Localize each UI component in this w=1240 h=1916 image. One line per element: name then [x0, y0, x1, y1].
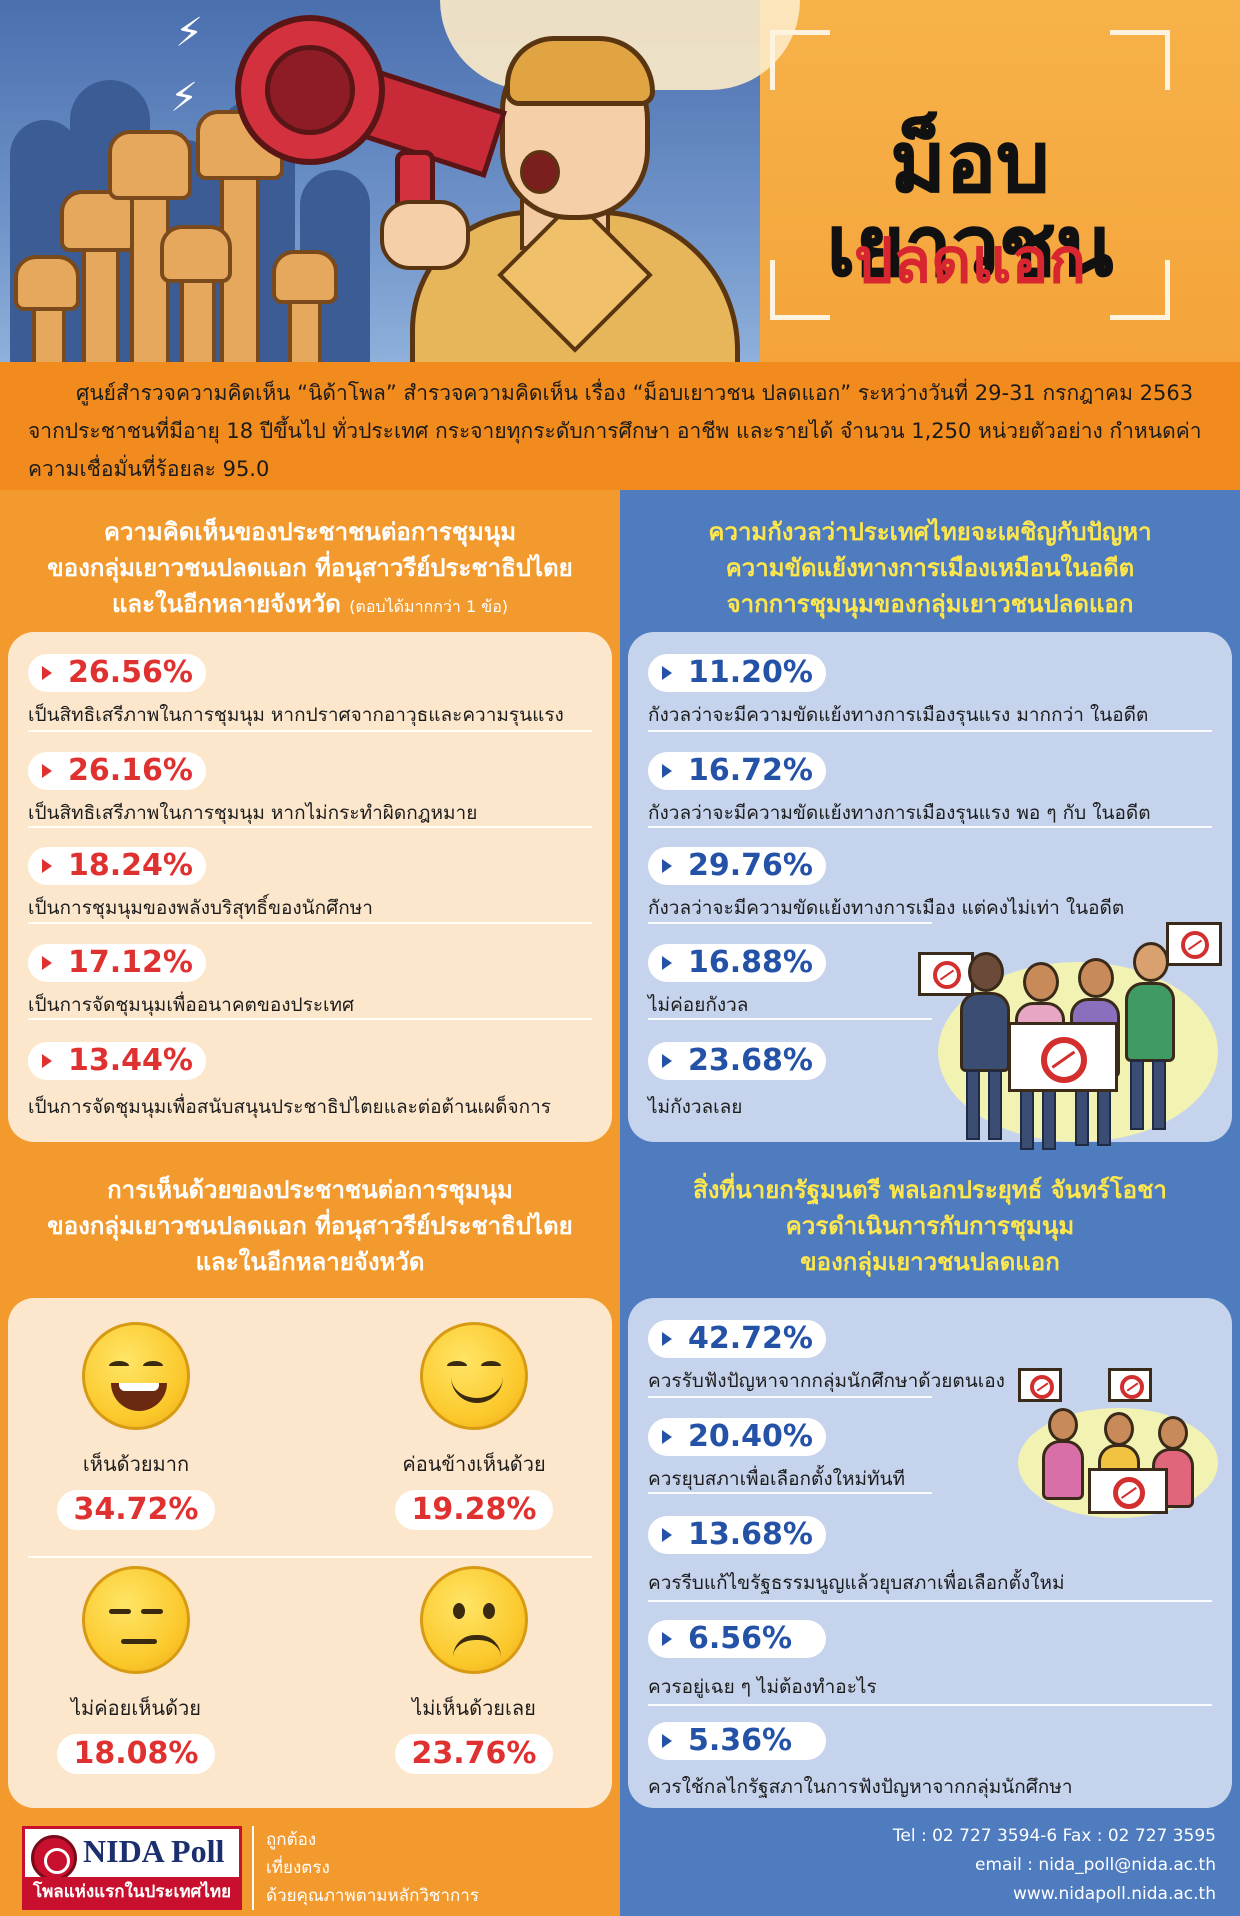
- percent-pill: 13.44%: [28, 1042, 206, 1080]
- percent-pill: 18.24%: [28, 847, 206, 885]
- no-symbol-icon: [1030, 1375, 1054, 1399]
- percent-pill: 26.16%: [28, 752, 206, 790]
- agreement-section-title: การเห็นด้วยของประชาชนต่อการชุมนุม ของกลุ…: [47, 1176, 573, 1276]
- percent-pill: 23.76%: [395, 1734, 553, 1774]
- triangle-bullet-icon: [662, 1632, 672, 1646]
- triangle-bullet-icon: [662, 1332, 672, 1346]
- divider: [28, 826, 592, 828]
- divider: [28, 1556, 592, 1558]
- triangle-bullet-icon: [662, 666, 672, 680]
- percent-pill: 16.88%: [648, 944, 826, 982]
- agreement-item: เห็นด้วยมาก 34.72%: [36, 1322, 236, 1530]
- divider: [648, 730, 1212, 732]
- no-symbol-icon: [1181, 931, 1209, 959]
- percent-pill: 13.68%: [648, 1516, 826, 1554]
- title-frame: ม็อบเยาวชน ปลดแอก: [770, 30, 1170, 320]
- sad-face-icon: [420, 1566, 528, 1674]
- protesters-illustration: [918, 922, 1228, 1150]
- triangle-bullet-icon: [42, 956, 52, 970]
- triangle-bullet-icon: [662, 1054, 672, 1068]
- phone-fax: Tel : 02 727 3594-6 Fax : 02 727 3595: [892, 1826, 1216, 1846]
- percent-pill: 29.76%: [648, 847, 826, 885]
- percent-pill: 23.68%: [648, 1042, 826, 1080]
- pm-panel: 42.72% ควรรับฟังปัญหาจากกลุ่มนักศึกษาด้ว…: [628, 1298, 1232, 1808]
- triangle-bullet-icon: [662, 859, 672, 873]
- divider: [28, 1018, 592, 1020]
- intro-paragraph: ศูนย์สำรวจความคิดเห็น “นิด้าโพล” สำรวจคว…: [0, 362, 1240, 490]
- divider: [28, 922, 592, 924]
- percent-pill: 18.08%: [57, 1734, 215, 1774]
- divider: [648, 1492, 932, 1494]
- website-link[interactable]: www.nidapoll.nida.ac.th: [1012, 1884, 1216, 1904]
- triangle-bullet-icon: [662, 1430, 672, 1444]
- percent-pill: 42.72%: [648, 1320, 826, 1358]
- divider: [648, 1600, 1212, 1602]
- divider: [648, 1018, 932, 1020]
- triangle-bullet-icon: [42, 1054, 52, 1068]
- percent-pill: 20.40%: [648, 1418, 826, 1456]
- percent-pill: 6.56%: [648, 1620, 826, 1658]
- smiling-face-icon: [420, 1322, 528, 1430]
- concern-panel: 11.20% กังวลว่าจะมีความขัดแย้งทางการเมือ…: [628, 632, 1232, 1150]
- header-banner: ⚡ ⚡ ม็อบเยาวชน ปลดแอก: [0, 0, 1240, 362]
- right-column: ความกังวลว่าประเทศไทยจะเผชิญกับปัญหา ควา…: [620, 490, 1240, 1818]
- agreement-item: ไม่เห็นด้วยเลย 23.76%: [374, 1566, 574, 1774]
- no-symbol-icon: [1113, 1477, 1145, 1509]
- divider: [648, 1396, 932, 1398]
- agreement-item: ค่อนข้างเห็นด้วย 19.28%: [374, 1322, 574, 1530]
- nida-emblem-icon: [31, 1835, 77, 1881]
- divider: [28, 730, 592, 732]
- protesters-illustration: [1018, 1368, 1228, 1528]
- left-column: ความคิดเห็นของประชาชนต่อการชุมนุม ของกลุ…: [0, 490, 620, 1818]
- percent-pill: 16.72%: [648, 752, 826, 790]
- laughing-face-icon: [82, 1322, 190, 1430]
- divider: [648, 922, 932, 924]
- intro-text: ศูนย์สำรวจความคิดเห็น “นิด้าโพล” สำรวจคว…: [28, 381, 1202, 481]
- footer: NIDA Poll โพลแห่งแรกในประเทศไทย ถูกต้อง …: [0, 1818, 1240, 1916]
- triangle-bullet-icon: [662, 956, 672, 970]
- triangle-bullet-icon: [42, 666, 52, 680]
- neutral-face-icon: [82, 1566, 190, 1674]
- multi-answer-note: (ตอบได้มากกว่า 1 ข้อ): [349, 597, 509, 616]
- divider: [648, 1704, 1212, 1706]
- divider: [648, 826, 1212, 828]
- triangle-bullet-icon: [42, 859, 52, 873]
- percent-pill: 19.28%: [395, 1490, 553, 1530]
- triangle-bullet-icon: [662, 1528, 672, 1542]
- contact-info: Tel : 02 727 3594-6 Fax : 02 727 3595 em…: [893, 1822, 1216, 1909]
- nida-poll-logo: NIDA Poll โพลแห่งแรกในประเทศไทย: [22, 1826, 242, 1910]
- agreement-item: ไม่ค่อยเห็นด้วย 18.08%: [36, 1566, 236, 1774]
- percent-pill: 17.12%: [28, 944, 206, 982]
- no-symbol-icon: [1041, 1037, 1087, 1083]
- page-subtitle: ปลดแอก: [853, 224, 1087, 297]
- opinion-section-title: ความคิดเห็นของประชาชนต่อการชุมนุม ของกลุ…: [47, 518, 573, 618]
- percent-pill: 5.36%: [648, 1722, 826, 1760]
- page-title: ม็อบเยาวชน: [826, 113, 1114, 295]
- percent-pill: 34.72%: [57, 1490, 215, 1530]
- percent-pill: 11.20%: [648, 654, 826, 692]
- concern-section-title: ความกังวลว่าประเทศไทยจะเผชิญกับปัญหา ควา…: [708, 518, 1152, 618]
- opinion-panel: 26.56% เป็นสิทธิเสรีภาพในการชุมนุม หากปร…: [8, 632, 612, 1142]
- percent-pill: 26.56%: [28, 654, 206, 692]
- no-symbol-icon: [933, 961, 961, 989]
- triangle-bullet-icon: [662, 1734, 672, 1748]
- email-link[interactable]: email : nida_poll@nida.ac.th: [975, 1855, 1216, 1875]
- triangle-bullet-icon: [662, 764, 672, 778]
- pm-section-title: สิ่งที่นายกรัฐมนตรี พลเอกประยุทธ์ จันทร์…: [693, 1176, 1167, 1276]
- triangle-bullet-icon: [42, 764, 52, 778]
- mottos: ถูกต้อง เที่ยงตรง ด้วยคุณภาพตามหลักวิชาก…: [252, 1826, 479, 1910]
- no-symbol-icon: [1120, 1375, 1144, 1399]
- agreement-panel: เห็นด้วยมาก 34.72% ค่อนข้างเห็นด้วย 19.2…: [8, 1298, 612, 1808]
